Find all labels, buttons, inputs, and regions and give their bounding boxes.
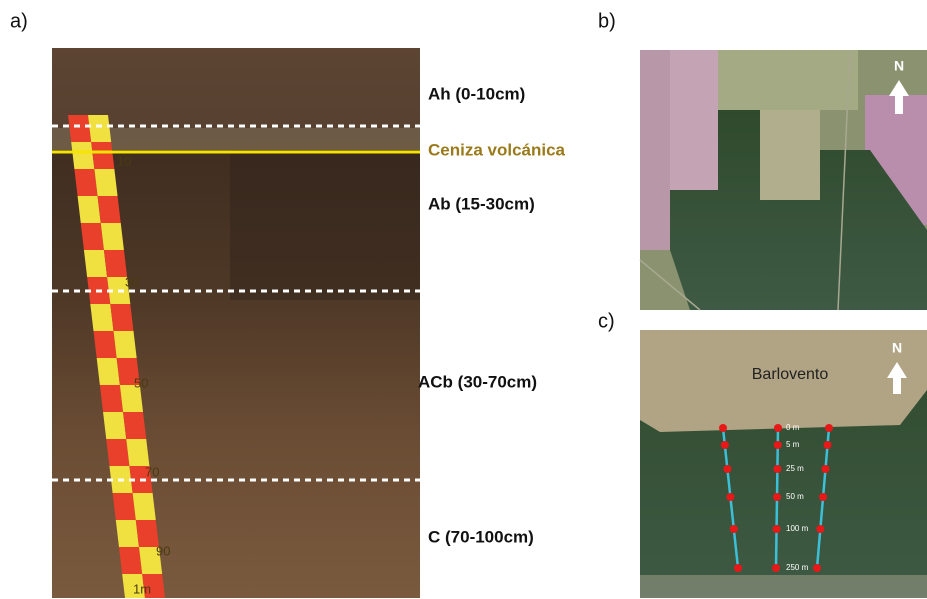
distance-label: 25 m <box>786 464 804 473</box>
sample-point <box>719 424 727 432</box>
horizon-label: Ah (0-10cm) <box>428 84 525 103</box>
sample-point <box>734 564 742 572</box>
tape-square <box>71 142 94 169</box>
ash-label: Ceniza volcánica <box>428 140 566 159</box>
sample-point <box>723 465 731 473</box>
horizon-label: ACb (30-70cm) <box>418 372 537 391</box>
panel-label: a) <box>10 10 28 32</box>
sample-point <box>726 493 734 501</box>
distance-label: 0 m <box>786 423 800 432</box>
tape-square <box>113 331 136 358</box>
tape-square <box>81 223 104 250</box>
tape-mark: 90 <box>156 543 170 558</box>
aerial-photo-c: 0 m 5 m 25 m 50 m 100 m 250 m Barlovento N <box>640 330 927 598</box>
tape-square <box>98 196 121 223</box>
tape-square <box>88 115 111 142</box>
tape-mark: 30 <box>125 274 139 289</box>
tape-square <box>97 358 120 385</box>
tape-square <box>84 250 107 277</box>
tape-square <box>91 142 114 169</box>
distance-label: 50 m <box>786 492 804 501</box>
tape-square <box>100 385 123 412</box>
tape-square <box>68 115 91 142</box>
tape-square <box>93 331 116 358</box>
horizon-label: Ab (15-30cm) <box>428 194 535 213</box>
aerial-photo-b: N <box>640 50 927 310</box>
distance-label: 250 m <box>786 563 809 572</box>
panel-label: c) <box>598 310 615 332</box>
sample-point <box>813 564 821 572</box>
figure: a) b) c) 10 30 50 70 90 1m Ah (0-10cm) C… <box>0 0 927 599</box>
tape-square <box>110 304 133 331</box>
sample-point <box>773 465 781 473</box>
soil-photo: 10 30 50 70 90 1m <box>52 48 420 598</box>
distance-label: 5 m <box>786 440 800 449</box>
tape-square <box>94 169 117 196</box>
tape-mark: 70 <box>145 464 159 479</box>
distance-label: 100 m <box>786 524 809 533</box>
sample-point <box>816 525 824 533</box>
sample-point <box>774 441 782 449</box>
sample-point <box>821 465 829 473</box>
sample-point <box>773 493 781 501</box>
tape-square <box>101 223 124 250</box>
tape-square <box>74 169 97 196</box>
sample-point <box>721 441 729 449</box>
panel-label: b) <box>598 10 616 32</box>
tape-square <box>119 547 142 574</box>
sample-point <box>824 441 832 449</box>
north-label: N <box>894 58 904 74</box>
sample-point <box>774 424 782 432</box>
tape-mark: 1m <box>133 581 151 596</box>
tape-mark: 50 <box>134 375 148 390</box>
sample-point <box>773 525 781 533</box>
sample-point <box>772 564 780 572</box>
tape-square <box>78 196 101 223</box>
north-label: N <box>892 340 902 356</box>
tape-square <box>133 493 156 520</box>
tape-square <box>126 439 149 466</box>
tape-square <box>104 250 127 277</box>
tape-square <box>103 412 126 439</box>
horizon-label: C (70-100cm) <box>428 527 534 546</box>
tape-square <box>116 520 139 547</box>
site-label: Barlovento <box>752 366 829 383</box>
tape-square <box>90 304 113 331</box>
sample-point <box>730 525 738 533</box>
sample-point <box>825 424 833 432</box>
tape-mark: 10 <box>117 153 131 168</box>
tape-square <box>123 412 146 439</box>
sample-point <box>819 493 827 501</box>
tape-square <box>106 439 129 466</box>
tape-square <box>113 493 136 520</box>
